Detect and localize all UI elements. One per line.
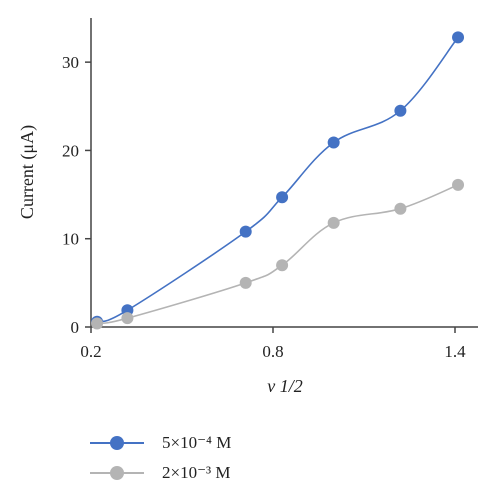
series-1-point [276,191,289,204]
y-axis-title: Current (μA) [17,125,38,219]
y-tick-label: 30 [62,53,79,72]
series-2-point [91,317,104,330]
series-1-point [452,31,465,44]
series-2-point [121,312,134,325]
x-tick-label: 0.8 [262,342,283,361]
series-lines [96,36,459,325]
x-axis-title: ν 1/2 [267,376,303,396]
x-tick-label: 1.4 [444,342,466,361]
y-tick-label: 10 [62,230,79,249]
x-tick-label: 0.2 [80,342,101,361]
series-1-point [394,104,407,117]
legend-swatch-series-2 [90,466,144,480]
legend-label-series-2: 2×10⁻³ M [162,463,231,482]
series-1-point [327,136,340,149]
series-2-point [394,202,407,215]
series-1-point [239,225,252,238]
legend-item-series-2: 2×10⁻³ M [90,458,231,488]
series-2-point [276,259,289,272]
series-2-point [327,216,340,229]
axes [90,18,478,328]
series-points [91,31,465,330]
ticks: 0 10 20 30 0.2 0.8 1.4 [62,53,466,361]
series-2-point [239,276,252,289]
legend-label-series-1: 5×10⁻⁴ M [162,433,232,452]
series-1-line [96,36,459,323]
series-2-point [452,178,465,191]
y-tick-label: 20 [62,141,79,160]
legend: 5×10⁻⁴ M 2×10⁻³ M [90,428,231,488]
legend-swatch-series-1 [90,436,144,450]
y-tick-label: 0 [71,318,80,337]
legend-item-series-1: 5×10⁻⁴ M [90,428,231,458]
